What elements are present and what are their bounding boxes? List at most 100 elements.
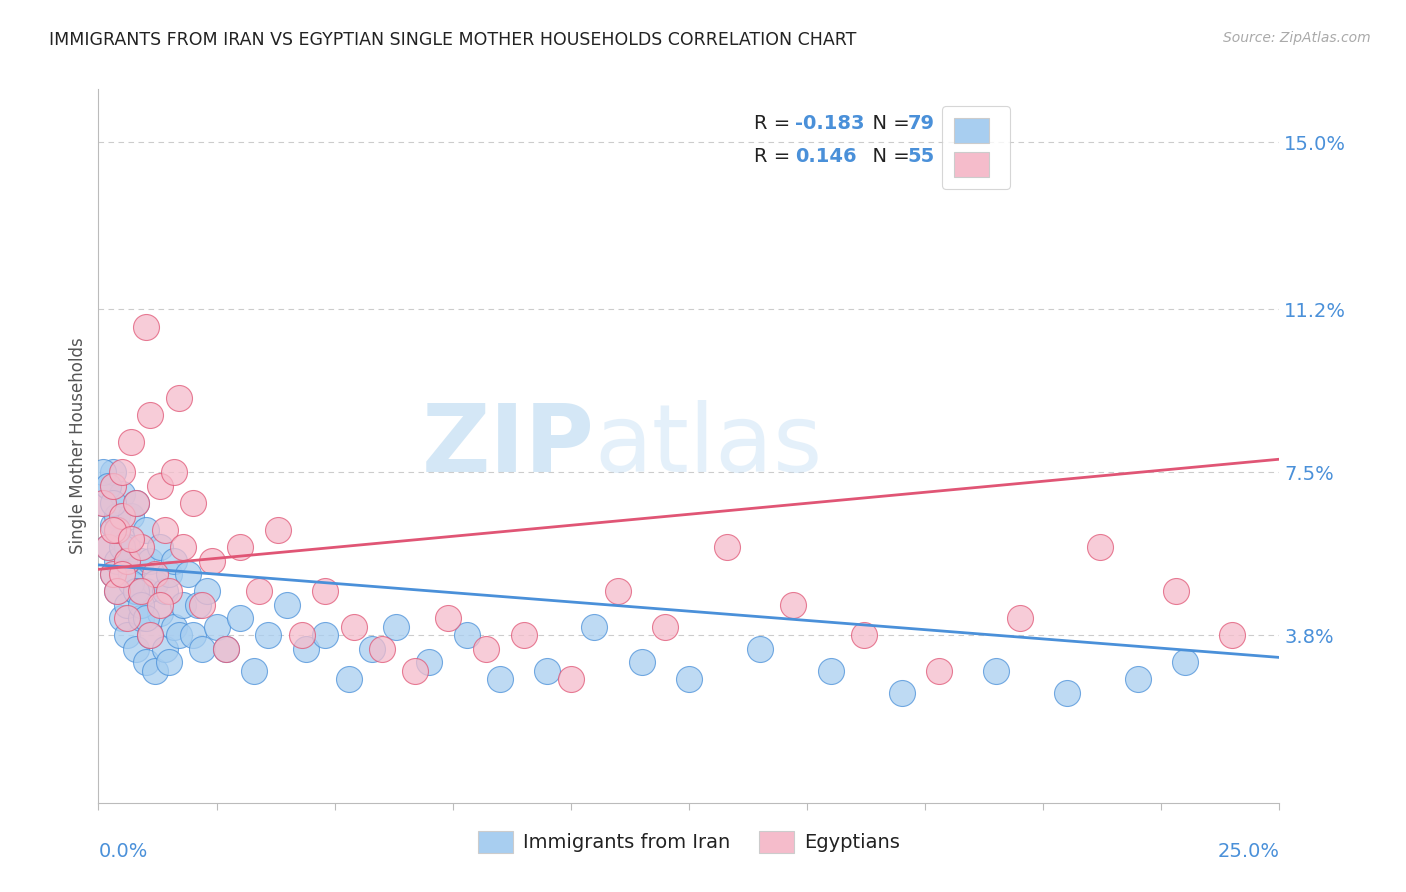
Point (143, 664, 166, 678)
Point (115, 611, 138, 625)
Point (153, 584, 176, 599)
Point (129, 553, 152, 567)
Point (139, 628, 162, 642)
Y-axis label: Single Mother Households: Single Mother Households (69, 338, 87, 554)
Point (101, 566, 124, 581)
Point (247, 584, 270, 599)
Point (111, 541, 134, 555)
Text: 25.0%: 25.0% (1218, 842, 1279, 861)
Point (276, 598, 298, 612)
Point (489, 673, 512, 687)
Point (583, 619, 606, 633)
Point (215, 641, 238, 656)
Point (181, 628, 204, 642)
Point (129, 584, 152, 599)
Point (215, 641, 238, 656)
Point (101, 478, 124, 492)
Point (157, 655, 180, 669)
Text: 0.0%: 0.0% (98, 842, 148, 861)
Point (115, 541, 138, 555)
Point (167, 391, 190, 405)
Point (129, 541, 152, 555)
Point (295, 641, 318, 656)
Point (191, 598, 214, 612)
Point (121, 566, 143, 581)
Point (314, 628, 336, 642)
Point (135, 655, 157, 669)
Text: IMMIGRANTS FROM IRAN VS EGYPTIAN SINGLE MOTHER HOUSEHOLDS CORRELATION CHART: IMMIGRANTS FROM IRAN VS EGYPTIAN SINGLE … (49, 31, 856, 49)
Point (852, 628, 875, 642)
Point (129, 598, 152, 612)
Point (172, 598, 194, 612)
Point (111, 566, 134, 581)
Point (101, 518, 124, 533)
Point (91, 496, 114, 510)
Point (385, 619, 408, 633)
Point (115, 553, 138, 567)
Point (257, 628, 280, 642)
Point (105, 523, 128, 537)
Point (1164, 584, 1187, 599)
Text: R =: R = (754, 114, 796, 133)
Point (115, 553, 138, 567)
Point (121, 434, 143, 449)
Text: R =: R = (754, 147, 803, 167)
Text: N =: N = (860, 147, 917, 167)
Point (97, 541, 120, 555)
Point (125, 496, 148, 510)
Point (139, 628, 162, 642)
Point (105, 509, 128, 524)
Point (716, 541, 738, 555)
Point (105, 553, 128, 567)
Point (101, 496, 124, 510)
Point (101, 523, 124, 537)
Point (111, 509, 134, 524)
Point (125, 496, 148, 510)
Point (314, 584, 336, 599)
Point (97, 541, 120, 555)
Point (181, 496, 204, 510)
Text: 79: 79 (907, 114, 935, 133)
Point (143, 575, 166, 590)
Point (163, 553, 186, 567)
Point (1220, 628, 1243, 642)
Point (105, 584, 128, 599)
Point (1174, 655, 1197, 669)
Point (1056, 686, 1078, 700)
Point (820, 664, 842, 678)
Point (153, 523, 176, 537)
Point (654, 619, 676, 633)
Text: atlas: atlas (595, 400, 823, 492)
Point (890, 686, 912, 700)
Text: -0.183: -0.183 (796, 114, 865, 133)
Point (139, 553, 162, 567)
Point (1088, 541, 1111, 555)
Point (97, 478, 120, 492)
Point (135, 523, 157, 537)
Point (91, 496, 114, 510)
Point (115, 628, 138, 642)
Point (91, 466, 114, 480)
Point (149, 607, 172, 621)
Text: 0.146: 0.146 (796, 147, 856, 167)
Point (149, 478, 172, 492)
Point (143, 566, 166, 581)
Point (111, 611, 134, 625)
Point (157, 566, 180, 581)
Point (782, 598, 804, 612)
Point (290, 628, 312, 642)
Point (129, 611, 152, 625)
Point (229, 541, 252, 555)
Point (404, 664, 426, 678)
Point (337, 673, 360, 687)
Point (361, 641, 384, 656)
Point (153, 641, 176, 656)
Point (418, 655, 440, 669)
Point (191, 641, 214, 656)
Text: N =: N = (860, 114, 917, 133)
Point (243, 664, 266, 678)
Point (229, 611, 252, 625)
Point (101, 466, 124, 480)
Point (172, 541, 194, 555)
Point (121, 532, 143, 546)
